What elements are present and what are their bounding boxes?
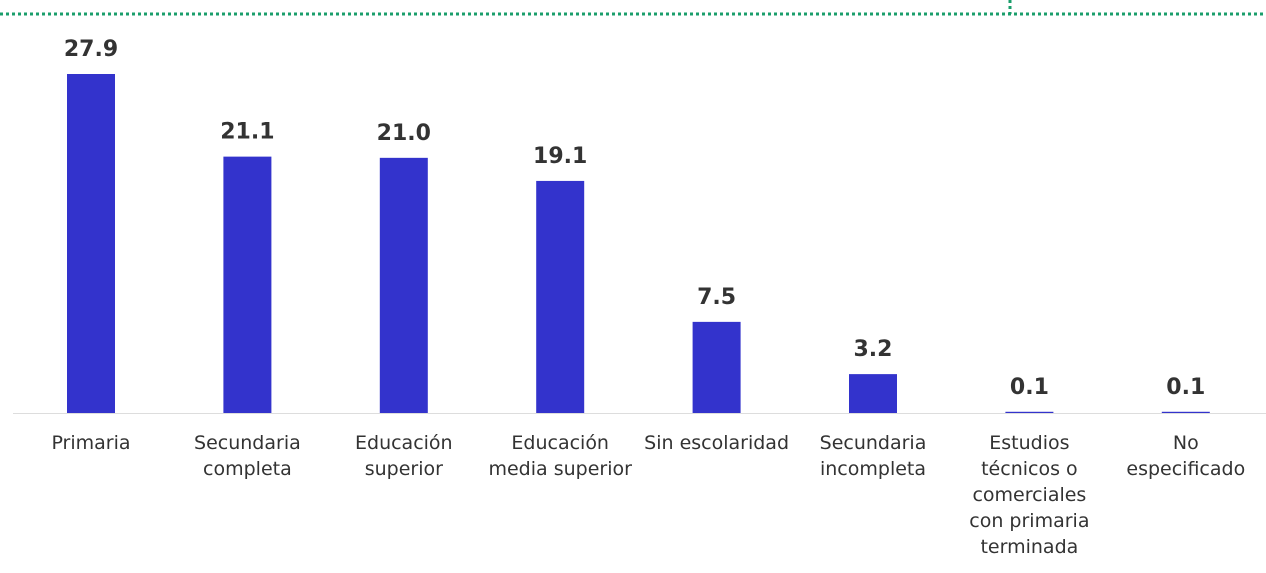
value-label: 27.9 (64, 37, 118, 62)
value-label: 0.1 (1166, 375, 1205, 400)
x-tick-label: Sin escolaridad (644, 432, 790, 454)
x-tick-label: Estudios técnicos o comerciales con prim… (969, 432, 1090, 558)
x-tick-label: Educación media superior (488, 432, 632, 480)
x-tick-label: Secundaria completa (194, 432, 301, 480)
x-tick-label: Secundaria incompleta (819, 432, 927, 480)
bar (67, 74, 115, 413)
bar (379, 157, 428, 413)
bar (223, 156, 272, 413)
bar (692, 321, 741, 413)
x-tick-label: Educación superior (355, 432, 453, 480)
value-label: 0.1 (1010, 375, 1049, 400)
bar (1005, 411, 1054, 413)
value-label: 19.1 (533, 144, 587, 169)
bar (536, 180, 585, 413)
value-label: 21.1 (220, 120, 274, 145)
value-label: 3.2 (854, 337, 893, 362)
x-tick-label: No especificado (1126, 432, 1246, 480)
bar (849, 374, 897, 413)
value-label: 21.0 (377, 121, 431, 146)
bar (1161, 411, 1210, 413)
value-label: 7.5 (697, 285, 736, 310)
x-tick-label: Primaria (51, 432, 131, 454)
